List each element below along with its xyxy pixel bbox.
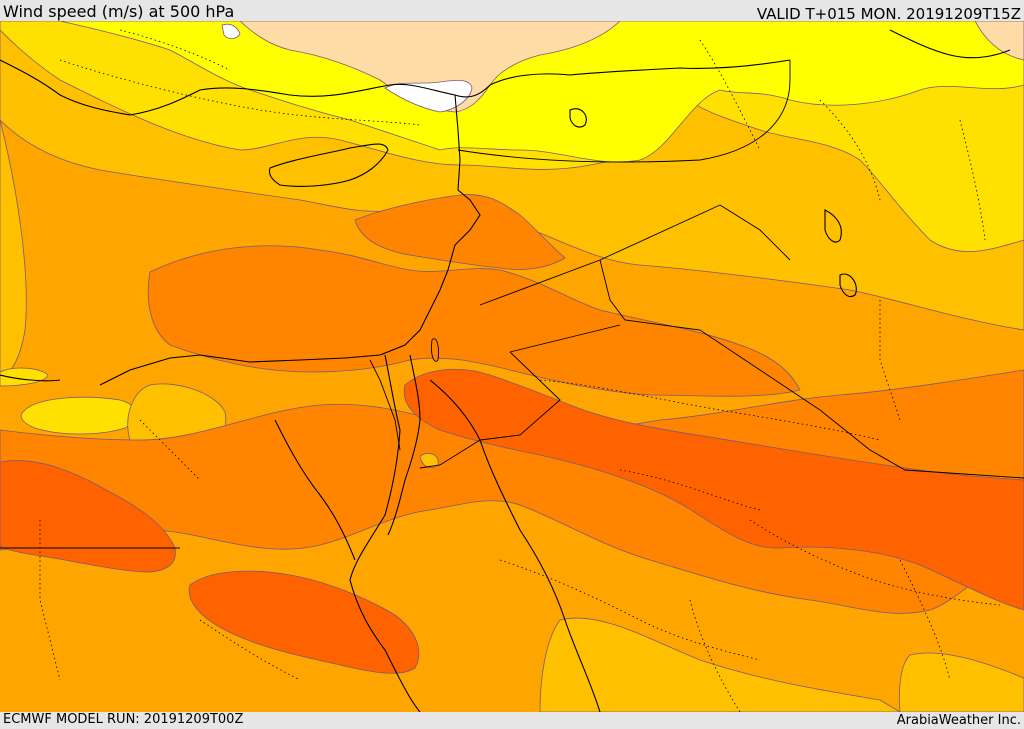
brand-label: ArabiaWeather Inc.: [896, 713, 1021, 728]
band-white-2: [221, 23, 241, 40]
band-orange-plume: [354, 194, 566, 270]
band-orange-mid: [147, 245, 801, 397]
wind-speed-map[interactable]: [0, 21, 1024, 712]
valid-time: VALID T+015 MON. 20191209T15Z: [756, 5, 1021, 23]
band-white-1: [384, 79, 473, 113]
band-orange-dark: [403, 368, 1024, 611]
borders: [0, 60, 1024, 549]
band-amber-lower: [539, 617, 901, 712]
band-yellow: [59, 21, 1024, 163]
internal-borders: [39, 29, 1001, 712]
band-pale: [239, 21, 621, 113]
band-orange-dark-sw: [0, 460, 176, 573]
band-orange: [0, 369, 1024, 614]
map-header: Wind speed (m/s) at 500 hPa VALID T+015 …: [0, 0, 1024, 23]
map-footer: ECMWF MODEL RUN: 20191209T00Z ArabiaWeat…: [0, 712, 1024, 729]
band-orange-dark-south: [188, 570, 420, 674]
chart-title: Wind speed (m/s) at 500 hPa: [3, 2, 235, 21]
lake-feature: [431, 338, 439, 362]
band-gold-lobe-2: [0, 367, 49, 387]
band-gold-lobe-1: [20, 396, 137, 435]
map-svg: [0, 21, 1024, 712]
coastlines: [0, 29, 1011, 712]
model-run-label: ECMWF MODEL RUN: 20191209T00Z: [3, 712, 244, 727]
